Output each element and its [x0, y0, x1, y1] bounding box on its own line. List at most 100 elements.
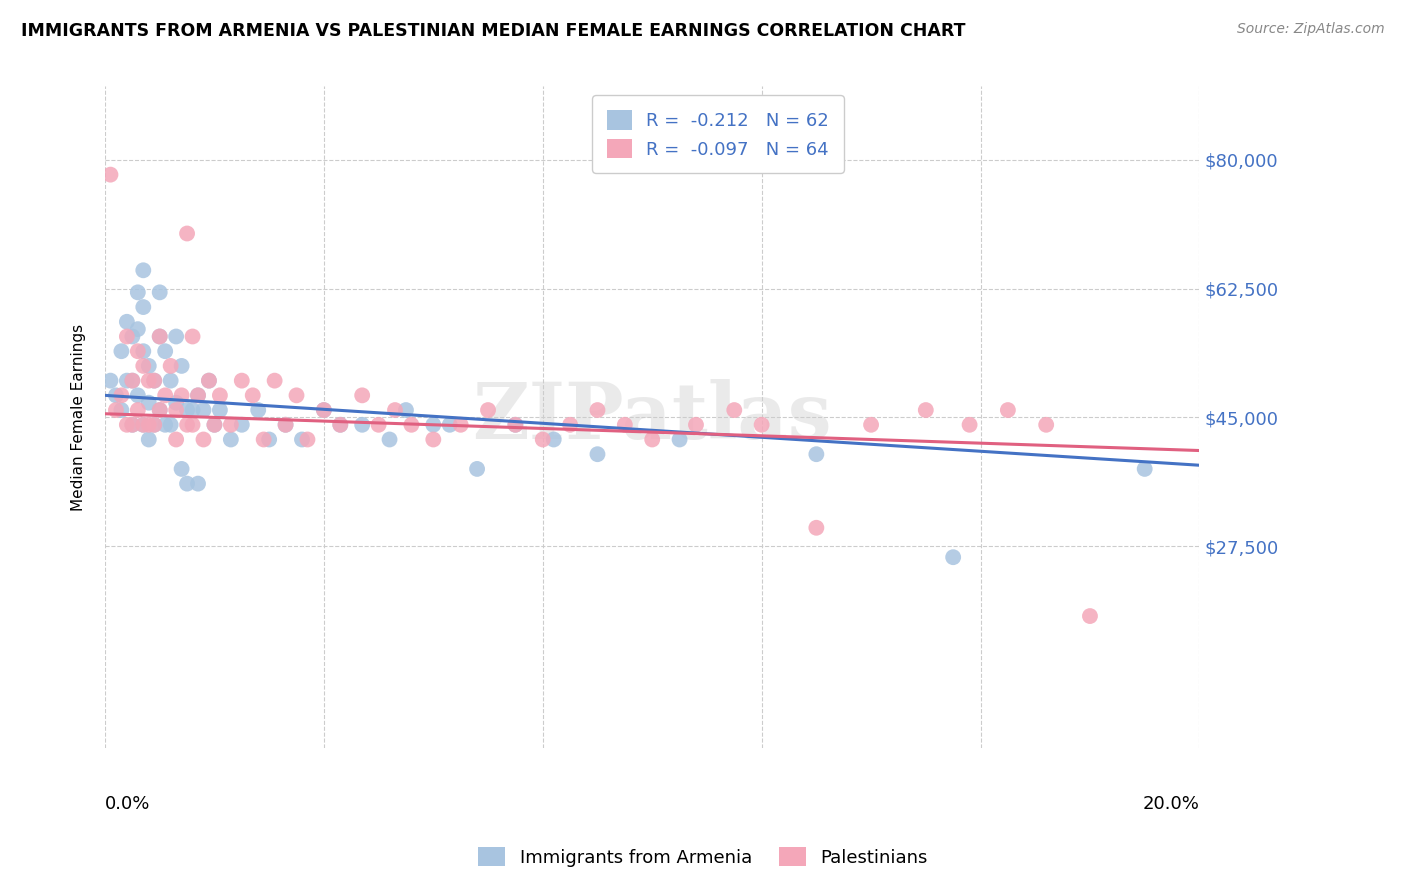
Point — [138, 359, 160, 373]
Point — [297, 433, 319, 447]
Point — [231, 417, 253, 432]
Point — [127, 388, 149, 402]
Point — [121, 374, 143, 388]
Point — [531, 433, 554, 447]
Point — [159, 374, 181, 388]
Point — [329, 417, 352, 432]
Point — [751, 417, 773, 432]
Text: 0.0%: 0.0% — [105, 795, 150, 813]
Point — [219, 433, 242, 447]
Point — [121, 417, 143, 432]
Text: IMMIGRANTS FROM ARMENIA VS PALESTINIAN MEDIAN FEMALE EARNINGS CORRELATION CHART: IMMIGRANTS FROM ARMENIA VS PALESTINIAN M… — [21, 22, 966, 40]
Point — [668, 433, 690, 447]
Point — [367, 417, 389, 432]
Point — [806, 521, 828, 535]
Point — [942, 550, 965, 565]
Point — [149, 329, 172, 343]
Point — [586, 403, 609, 417]
Point — [198, 374, 221, 388]
Point — [1035, 417, 1057, 432]
Y-axis label: Median Female Earnings: Median Female Earnings — [72, 324, 86, 511]
Point — [115, 315, 138, 329]
Point — [395, 403, 418, 417]
Point — [100, 168, 122, 182]
Point — [329, 417, 352, 432]
Point — [143, 374, 166, 388]
Point — [685, 417, 707, 432]
Text: 20.0%: 20.0% — [1143, 795, 1199, 813]
Point — [543, 433, 565, 447]
Point — [115, 329, 138, 343]
Point — [153, 417, 176, 432]
Point — [153, 344, 176, 359]
Point — [104, 388, 127, 402]
Point — [132, 300, 155, 314]
Point — [378, 433, 401, 447]
Point — [352, 388, 374, 402]
Point — [121, 417, 143, 432]
Point — [1133, 462, 1156, 476]
Point — [181, 417, 204, 432]
Point — [165, 433, 187, 447]
Point — [723, 403, 745, 417]
Point — [165, 403, 187, 417]
Point — [242, 388, 264, 402]
Point — [110, 388, 132, 402]
Point — [115, 374, 138, 388]
Point — [176, 417, 198, 432]
Point — [187, 388, 209, 402]
Point — [143, 417, 166, 432]
Point — [170, 359, 193, 373]
Point — [291, 433, 314, 447]
Point — [132, 359, 155, 373]
Point — [231, 374, 253, 388]
Point — [253, 433, 276, 447]
Point — [204, 417, 226, 432]
Point — [198, 374, 221, 388]
Point — [176, 476, 198, 491]
Point — [274, 417, 297, 432]
Point — [132, 344, 155, 359]
Point — [558, 417, 581, 432]
Point — [121, 329, 143, 343]
Point — [312, 403, 335, 417]
Point — [159, 417, 181, 432]
Point — [422, 417, 444, 432]
Point — [170, 388, 193, 402]
Point — [181, 403, 204, 417]
Point — [170, 462, 193, 476]
Point — [110, 344, 132, 359]
Point — [806, 447, 828, 461]
Point — [127, 403, 149, 417]
Point — [165, 395, 187, 409]
Point — [138, 374, 160, 388]
Point — [127, 285, 149, 300]
Point — [149, 403, 172, 417]
Point — [505, 417, 527, 432]
Legend: Immigrants from Armenia, Palestinians: Immigrants from Armenia, Palestinians — [471, 840, 935, 874]
Point — [165, 329, 187, 343]
Point — [159, 359, 181, 373]
Point — [132, 417, 155, 432]
Point — [132, 263, 155, 277]
Point — [860, 417, 883, 432]
Point — [219, 417, 242, 432]
Text: ZIPatlas: ZIPatlas — [472, 379, 832, 456]
Point — [352, 417, 374, 432]
Point — [1078, 609, 1101, 624]
Point — [208, 403, 231, 417]
Point — [153, 388, 176, 402]
Point — [104, 403, 127, 417]
Text: Source: ZipAtlas.com: Source: ZipAtlas.com — [1237, 22, 1385, 37]
Point — [997, 403, 1019, 417]
Point — [115, 417, 138, 432]
Point — [121, 374, 143, 388]
Point — [204, 417, 226, 432]
Point — [586, 447, 609, 461]
Point — [914, 403, 936, 417]
Point — [138, 395, 160, 409]
Point — [274, 417, 297, 432]
Point — [477, 403, 499, 417]
Point — [187, 476, 209, 491]
Point — [127, 322, 149, 336]
